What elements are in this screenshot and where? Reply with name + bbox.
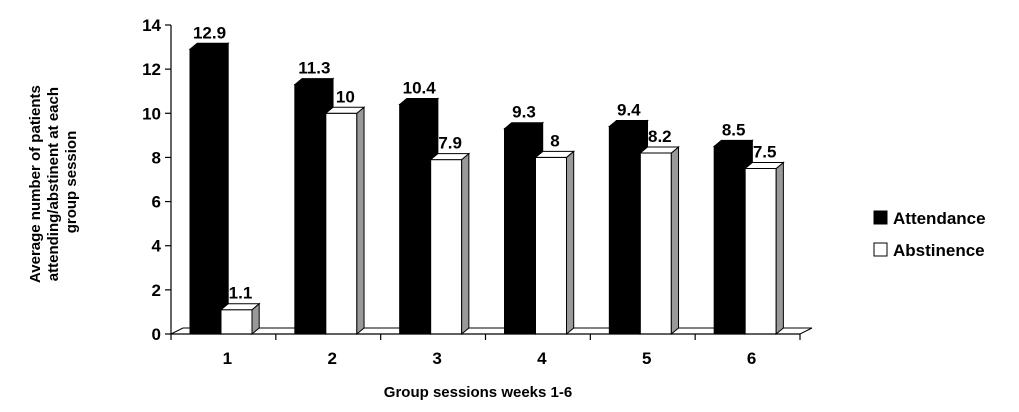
- bar-abstinence-6: [744, 167, 777, 335]
- data-label-abstinence-1: 1.1: [229, 284, 253, 303]
- bar-attendance-2: [294, 84, 327, 335]
- y-tick-label: 14: [142, 16, 161, 35]
- bar-top-attendance-2: [293, 78, 335, 86]
- y-tick-label: 0: [152, 325, 161, 344]
- bar-top-attendance-3: [398, 97, 440, 105]
- x-tick-label: 6: [747, 349, 756, 368]
- bar-top-attendance-6: [712, 139, 754, 147]
- x-tick-label: 1: [223, 349, 232, 368]
- bar-top-abstinence-6: [743, 161, 785, 169]
- x-axis-title: Group sessions weeks 1-6: [384, 384, 572, 401]
- bar-side-abstinence-5: [670, 145, 680, 336]
- data-label-abstinence-5: 8.2: [648, 127, 672, 146]
- bar-side-abstinence-6: [775, 161, 784, 336]
- data-label-attendance-1: 12.9: [193, 23, 226, 42]
- data-label-abstinence-2: 10: [336, 87, 355, 106]
- bar-top-abstinence-3: [429, 153, 471, 161]
- bar-abstinence-4: [535, 156, 567, 335]
- bar-side-abstinence-3: [461, 152, 470, 336]
- bar-attendance-5: [608, 126, 641, 335]
- bar-top-abstinence-1: [219, 303, 261, 311]
- bar-attendance-6: [713, 145, 746, 335]
- data-label-abstinence-3: 7.9: [438, 134, 462, 153]
- bar-side-attendance-1: [220, 42, 229, 336]
- data-label-attendance-3: 10.4: [403, 78, 437, 97]
- data-label-attendance-6: 8.5: [722, 120, 746, 139]
- y-tick-label: 6: [152, 193, 161, 212]
- data-label-attendance-5: 9.4: [617, 101, 641, 120]
- bar-abstinence-3: [430, 159, 463, 335]
- y-axis-title-line-3: group session: [63, 131, 80, 234]
- y-tick-label: 8: [152, 148, 161, 167]
- legend-swatch-attendance: [873, 210, 888, 225]
- data-label-abstinence-4: 8: [550, 131, 559, 150]
- data-label-attendance-2: 11.3: [298, 59, 330, 78]
- y-tick-label: 4: [152, 237, 162, 256]
- y-axis-title-line-1: Average number of patients: [27, 85, 44, 283]
- x-tick-label: 4: [537, 349, 547, 368]
- y-tick-label: 2: [152, 281, 161, 300]
- bar-top-attendance-1: [188, 42, 230, 50]
- x-tick-label: 2: [328, 349, 337, 368]
- y-axis-title: Average number of patients attending/abs…: [27, 81, 80, 283]
- bar-top-abstinence-4: [534, 150, 576, 158]
- bar-side-abstinence-4: [566, 150, 575, 336]
- bar-abstinence-5: [639, 152, 672, 335]
- bar-side-abstinence-2: [356, 106, 365, 336]
- bar-top-abstinence-2: [324, 106, 366, 114]
- y-axis-title-line-2: attending/abstinent at each: [45, 87, 62, 281]
- bar-attendance-4: [504, 128, 536, 335]
- legend: Attendance Abstinence: [873, 209, 986, 260]
- legend-label-attendance: Attendance: [893, 209, 986, 228]
- bar-top-attendance-4: [503, 122, 545, 130]
- data-labels-group: 12.9 1.1 11.3 10 10.4 7.9 9.3 8 9.4 8.2 8.5 7.5: [193, 23, 777, 302]
- y-tick-label: 10: [142, 104, 161, 123]
- data-label-abstinence-6: 7.5: [753, 142, 777, 161]
- legend-swatch-abstinence: [873, 242, 888, 257]
- bar-top-attendance-5: [607, 120, 649, 128]
- bars-group: [188, 42, 785, 336]
- bar-abstinence-1: [220, 309, 253, 335]
- data-label-attendance-4: 9.3: [512, 103, 536, 122]
- bar-top-abstinence-5: [638, 146, 680, 154]
- x-tick-label: 3: [432, 349, 441, 368]
- x-tick-label: 5: [642, 349, 651, 368]
- bar-attendance-1: [189, 48, 222, 335]
- legend-label-abstinence: Abstinence: [893, 241, 985, 260]
- bar-abstinence-2: [325, 112, 358, 335]
- y-tick-label: 12: [142, 60, 161, 79]
- bar-attendance-3: [399, 103, 432, 335]
